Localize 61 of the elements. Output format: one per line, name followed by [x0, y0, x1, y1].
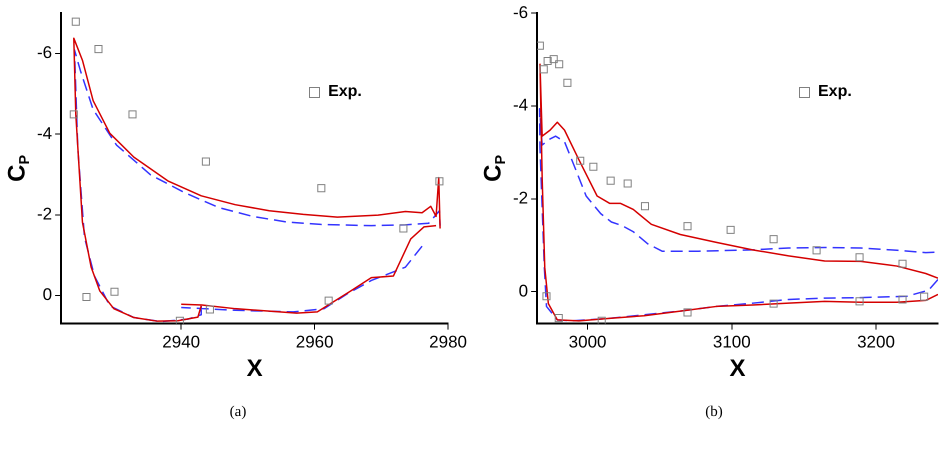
- point: [128, 110, 137, 118]
- point: [598, 316, 606, 324]
- point: [770, 235, 778, 244]
- y-tick-label: 0: [518, 281, 528, 300]
- point: [544, 56, 552, 66]
- point: [94, 45, 103, 54]
- point: [540, 65, 548, 74]
- y-tick-label: -4: [36, 124, 52, 143]
- point: [856, 297, 864, 306]
- line-series: [538, 108, 938, 322]
- point: [920, 292, 928, 301]
- x-tick-label: 3000: [568, 332, 606, 352]
- point: [206, 305, 214, 314]
- y-tick-label: 0: [42, 285, 52, 304]
- point: [542, 292, 551, 300]
- y-tick-label: -6: [512, 2, 528, 22]
- point: [399, 224, 408, 232]
- point: [606, 176, 615, 185]
- point: [110, 288, 119, 296]
- point: [202, 158, 210, 166]
- point: [640, 202, 650, 210]
- text: (b): [704, 404, 724, 421]
- y-axis-title: CP: [4, 154, 34, 182]
- point: [856, 253, 864, 262]
- point: [576, 156, 584, 165]
- point: [726, 226, 735, 234]
- x-axis-title: X: [246, 355, 263, 382]
- x-tick-label: 2960: [296, 332, 334, 352]
- point: [435, 177, 444, 186]
- point: [70, 110, 78, 118]
- point: [555, 60, 564, 68]
- legend-label: Exp.: [818, 83, 852, 102]
- x-axis-title: X: [730, 355, 746, 382]
- point: [82, 292, 91, 302]
- point: [563, 78, 572, 87]
- point: [537, 42, 544, 50]
- x-tick-label: 3200: [857, 332, 895, 352]
- point: [317, 184, 326, 192]
- point: [72, 18, 80, 26]
- y-tick-label: -4: [512, 96, 528, 115]
- x-tick-label: 2980: [429, 332, 468, 352]
- text: (a): [228, 404, 248, 421]
- point: [683, 222, 692, 230]
- y-tick-label: -2: [512, 188, 528, 208]
- point: [176, 316, 184, 324]
- x-tick-label: 3100: [712, 332, 751, 352]
- y-axis-title: CP: [480, 154, 510, 182]
- point: [589, 162, 598, 171]
- point: [554, 314, 563, 322]
- point: [898, 295, 907, 304]
- legend-label: Exp.: [328, 83, 362, 102]
- point: [683, 308, 692, 316]
- point: [324, 296, 333, 305]
- y-tick-label: -2: [36, 204, 52, 224]
- point: [770, 300, 778, 308]
- y-tick-label: -6: [36, 43, 52, 62]
- point: [898, 260, 907, 268]
- x-tick-label: 2940: [162, 332, 200, 352]
- point: [550, 55, 558, 64]
- point: [624, 179, 632, 188]
- point: [812, 246, 821, 254]
